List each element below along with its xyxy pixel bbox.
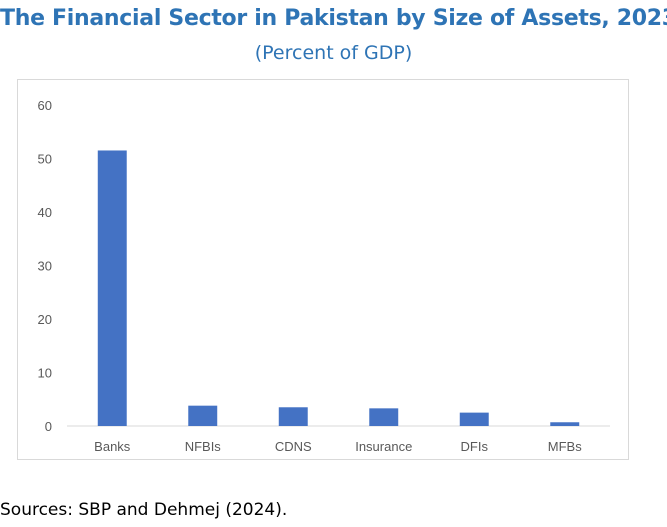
bar-mfbs xyxy=(550,422,580,426)
y-tick-label: 50 xyxy=(38,152,52,167)
x-tick-label: MFBs xyxy=(548,439,582,454)
y-tick-label: 20 xyxy=(38,312,52,327)
bar-chart: 0 10 20 30 40 50 60 Banks NFBIs CDNS Insurance DFI… xyxy=(38,98,610,454)
y-axis-tick-labels: 0 10 20 30 40 50 60 xyxy=(38,98,52,434)
y-tick-label: 40 xyxy=(38,205,52,220)
chart-title: The Financial Sector in Pakistan by Size… xyxy=(0,6,667,31)
chart-area xyxy=(17,79,629,460)
x-tick-label: CDNS xyxy=(275,439,312,454)
source-note: Sources: SBP and Dehmej (2024). xyxy=(0,500,288,520)
y-tick-label: 30 xyxy=(38,259,52,274)
bar-cdns xyxy=(278,407,308,426)
x-tick-label: Insurance xyxy=(355,439,412,454)
x-axis-tick-labels: Banks NFBIs CDNS Insurance DFIs MFBs xyxy=(94,439,582,454)
y-tick-label: 10 xyxy=(38,366,52,381)
bar-insurance xyxy=(369,408,399,426)
x-tick-label: DFIs xyxy=(461,439,489,454)
bar-dfis xyxy=(459,412,489,426)
x-tick-label: NFBIs xyxy=(185,439,222,454)
y-tick-label: 0 xyxy=(45,419,52,434)
bar-nfbis xyxy=(188,405,218,426)
x-tick-label: Banks xyxy=(94,439,131,454)
chart-subtitle: (Percent of GDP) xyxy=(254,42,413,64)
y-tick-label: 60 xyxy=(38,98,52,113)
bar-banks xyxy=(97,150,127,426)
bars xyxy=(97,150,580,426)
